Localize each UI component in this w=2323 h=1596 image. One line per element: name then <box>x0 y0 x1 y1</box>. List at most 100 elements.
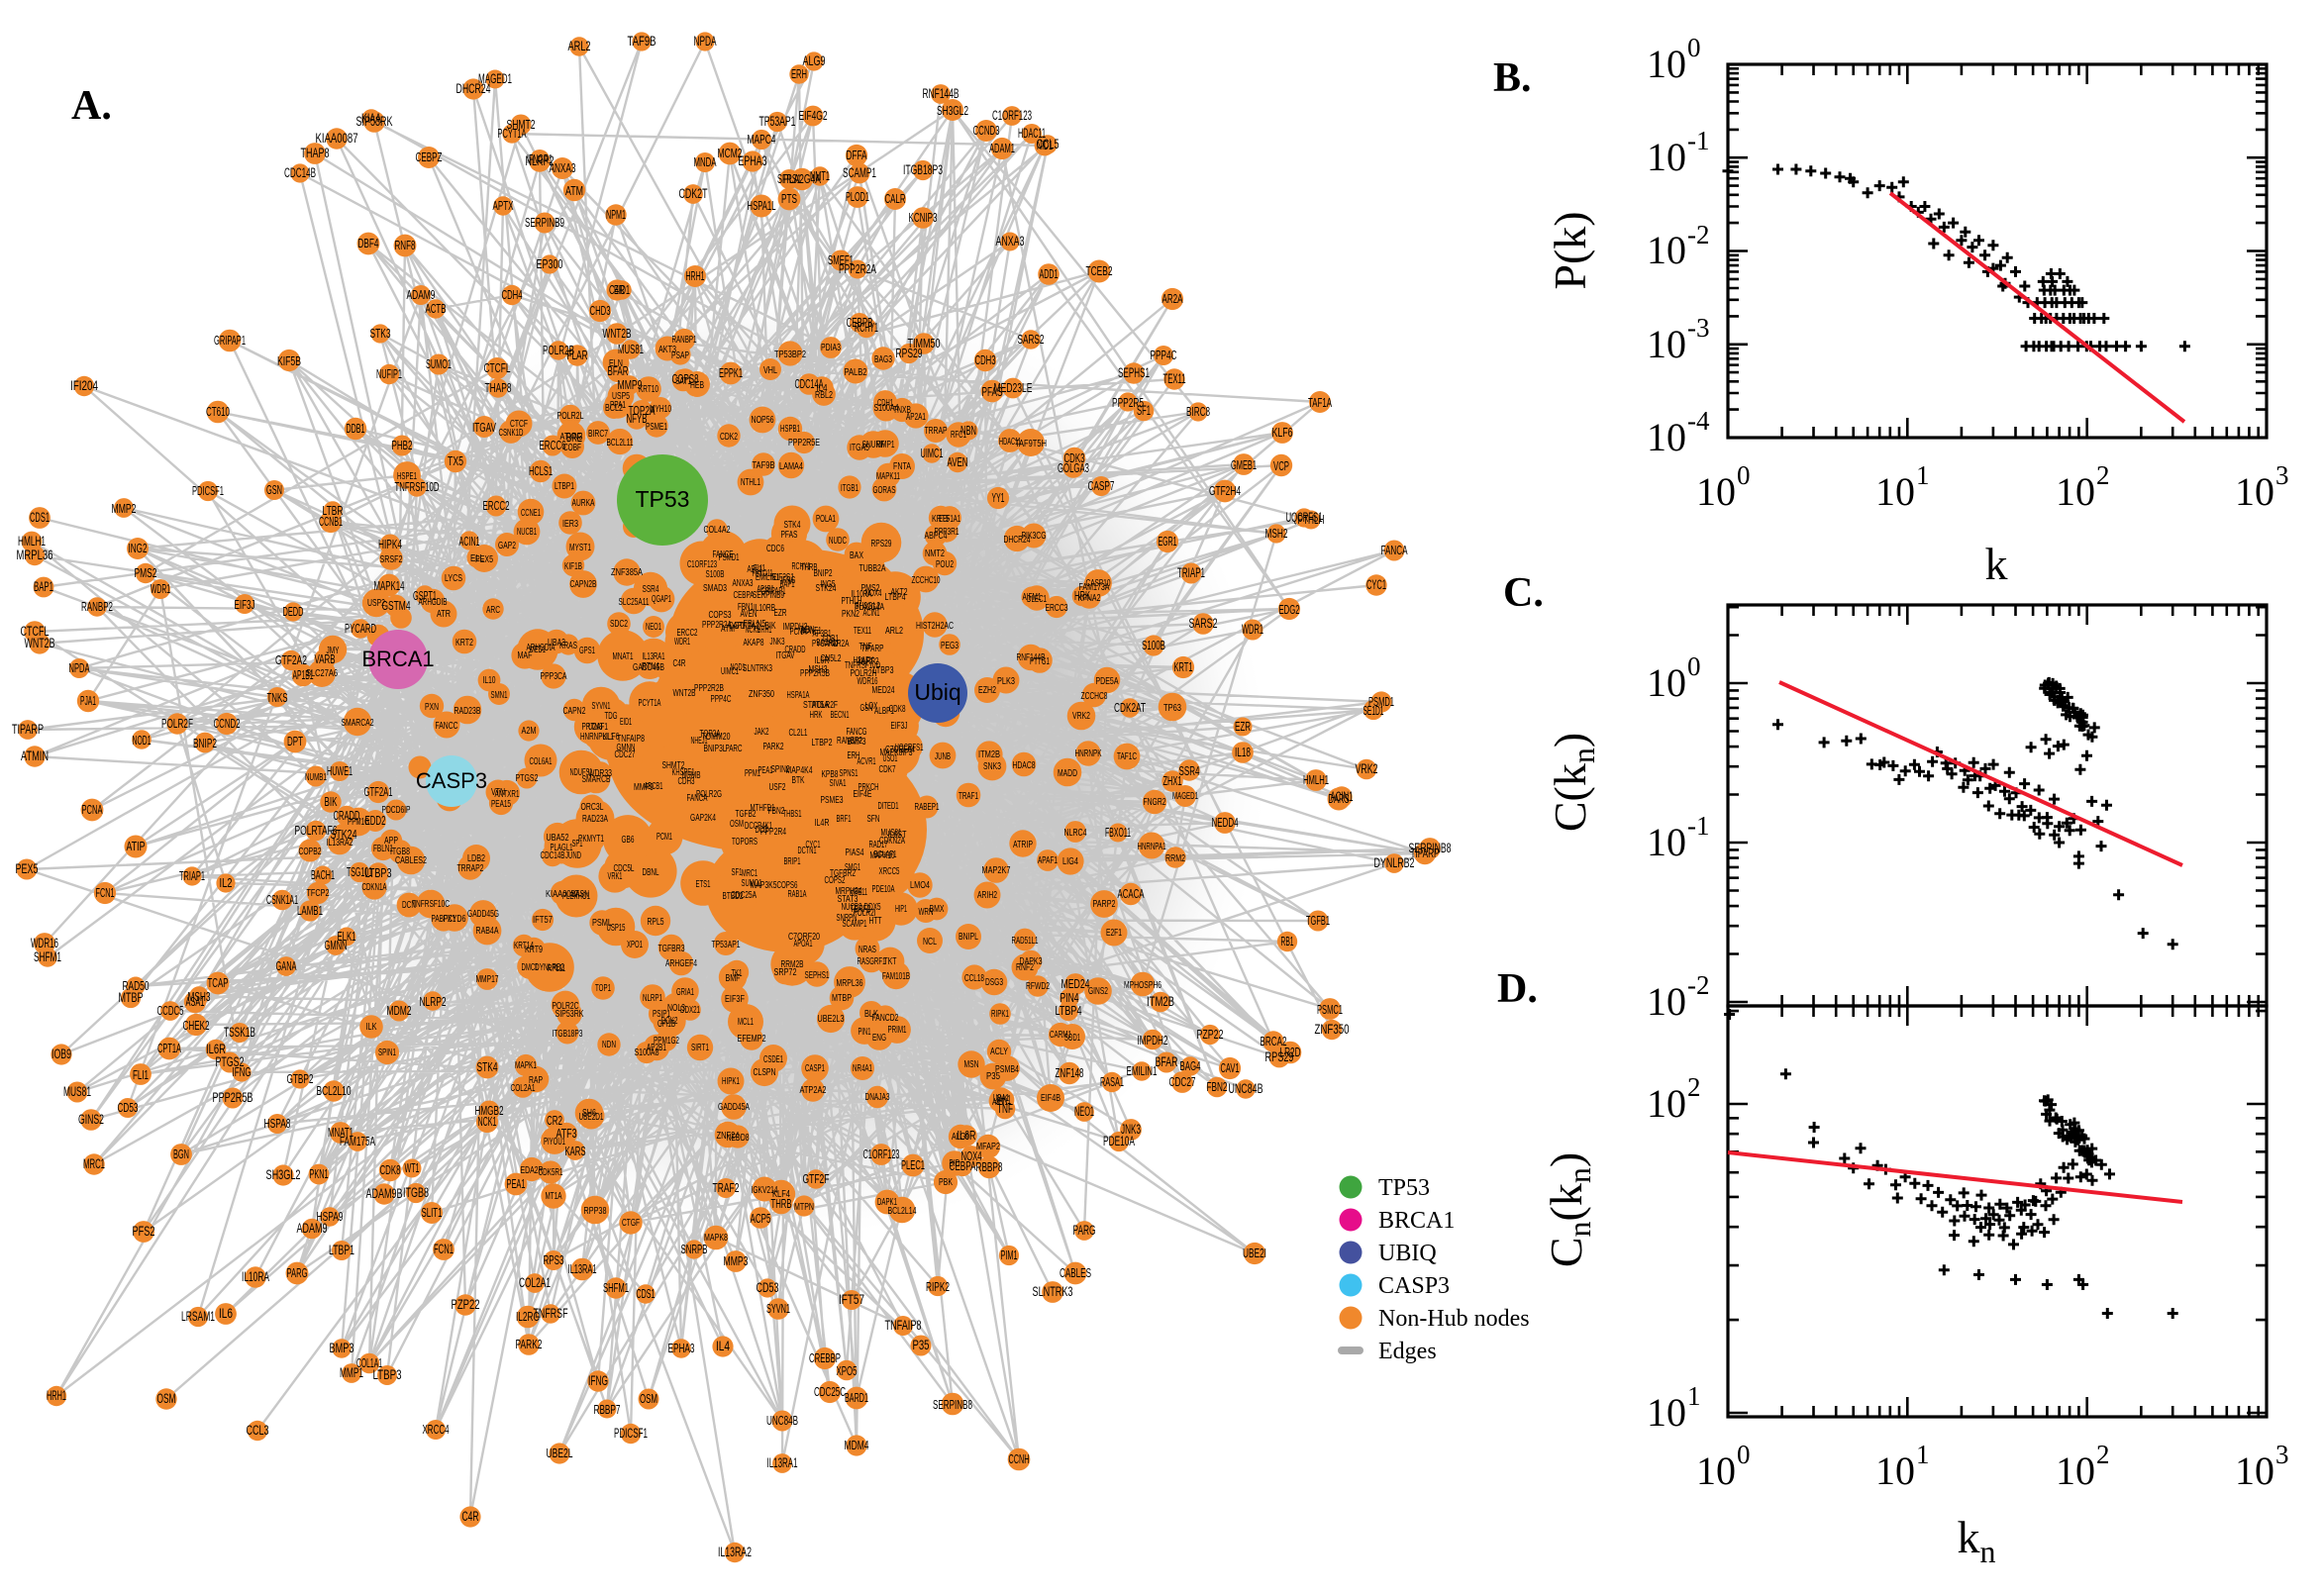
svg-text:10: 10 <box>1875 1448 1915 1493</box>
svg-text:EPHA3: EPHA3 <box>668 1342 695 1355</box>
svg-text:CDC14B: CDC14B <box>284 165 316 180</box>
svg-text:LAMA4: LAMA4 <box>779 460 803 472</box>
svg-text:FBLN5: FBLN5 <box>744 618 766 630</box>
svg-text:TP63: TP63 <box>1163 702 1181 714</box>
svg-text:PDE10A: PDE10A <box>872 884 895 895</box>
svg-text:TOPORS: TOPORS <box>732 837 758 848</box>
svg-text:GRIPAP1: GRIPAP1 <box>214 334 246 348</box>
svg-text:10: 10 <box>2235 1448 2274 1493</box>
svg-text:HSPB1: HSPB1 <box>780 423 800 435</box>
svg-text:DFFA: DFFA <box>847 149 867 162</box>
svg-text:VCP: VCP <box>1273 459 1289 473</box>
svg-text:APTX: APTX <box>493 199 514 213</box>
svg-text:RAB1A: RAB1A <box>788 889 807 900</box>
svg-text:ADAM9B: ADAM9B <box>366 1186 403 1201</box>
svg-text:NEO1: NEO1 <box>1074 1104 1094 1119</box>
svg-text:BRF1: BRF1 <box>837 814 852 825</box>
svg-text:NBN: NBN <box>960 424 976 438</box>
svg-text:DNAJA3: DNAJA3 <box>865 1091 890 1103</box>
svg-text:EDD2: EDD2 <box>365 814 386 828</box>
svg-text:EP300: EP300 <box>537 257 563 271</box>
svg-text:RABEP1: RABEP1 <box>915 801 940 813</box>
svg-text:MRC1: MRC1 <box>83 1156 105 1171</box>
svg-text:COL2A1: COL2A1 <box>519 1275 551 1290</box>
svg-text:ERCC6: ERCC6 <box>540 439 566 452</box>
svg-text:CCL3: CCL3 <box>247 1423 269 1438</box>
svg-text:WDR16: WDR16 <box>31 936 58 950</box>
svg-text:CDH4: CDH4 <box>502 288 523 302</box>
svg-text:PKN2: PKN2 <box>842 608 859 620</box>
svg-text:TNFAIP8: TNFAIP8 <box>885 1318 922 1333</box>
svg-text:PSAP: PSAP <box>671 349 689 361</box>
svg-text:ITGAV: ITGAV <box>776 650 795 661</box>
svg-text:IL10: IL10 <box>483 674 496 686</box>
svg-text:ADAM1: ADAM1 <box>989 142 1015 155</box>
svg-text:CASP7: CASP7 <box>1088 479 1115 493</box>
svg-text:H2AFY: H2AFY <box>854 655 874 666</box>
svg-text:CCL18: CCL18 <box>964 972 984 984</box>
svg-text:PPM1G2: PPM1G2 <box>654 1035 679 1047</box>
svg-text:PSML: PSML <box>592 917 612 929</box>
svg-text:PARC: PARC <box>726 744 743 754</box>
svg-text:1: 1 <box>1687 1381 1701 1411</box>
svg-text:LYCS: LYCS <box>445 572 462 584</box>
svg-text:PTTG1: PTTG1 <box>1030 655 1050 667</box>
svg-text:CLSPN: CLSPN <box>754 1066 776 1078</box>
svg-text:FBN1: FBN1 <box>738 601 754 613</box>
svg-text:NLRP2: NLRP2 <box>420 995 447 1009</box>
svg-text:HNRNPA1: HNRNPA1 <box>1138 841 1166 852</box>
svg-text:EIF3F: EIF3F <box>725 993 745 1005</box>
svg-text:WDR1: WDR1 <box>1242 622 1263 637</box>
svg-text:FNTA: FNTA <box>893 460 911 472</box>
svg-text:NOD1: NOD1 <box>133 734 152 748</box>
svg-text:CREBBP: CREBBP <box>809 1351 841 1365</box>
svg-text:VRK2: VRK2 <box>1356 761 1378 776</box>
svg-text:PDICSF1: PDICSF1 <box>192 484 224 498</box>
svg-text:SHFM1: SHFM1 <box>603 1281 629 1295</box>
svg-text:PLEC1: PLEC1 <box>901 1158 925 1172</box>
svg-text:PPP2R5E: PPP2R5E <box>788 437 820 449</box>
svg-text:SF1: SF1 <box>1137 403 1151 418</box>
svg-text:THAP8: THAP8 <box>301 146 330 160</box>
svg-text:NHEJ1: NHEJ1 <box>691 736 708 747</box>
svg-text:MMP17: MMP17 <box>476 973 499 985</box>
svg-text:MMP1: MMP1 <box>340 1365 363 1380</box>
svg-text:ZCCHC10: ZCCHC10 <box>912 574 941 586</box>
svg-text:BRIP1: BRIP1 <box>784 856 801 867</box>
svg-text:ATMIN: ATMIN <box>21 748 49 763</box>
svg-text:PZP22: PZP22 <box>1197 1028 1224 1042</box>
svg-text:-3: -3 <box>1687 313 1710 343</box>
svg-text:CD53: CD53 <box>118 1101 139 1115</box>
svg-text:FAM101B: FAM101B <box>882 970 910 982</box>
svg-text:MRPL36: MRPL36 <box>17 548 53 562</box>
svg-text:TP53: TP53 <box>636 486 690 512</box>
svg-text:NUFIP1: NUFIP1 <box>376 367 402 381</box>
svg-text:OSM: OSM <box>730 819 744 830</box>
svg-text:MAPK1: MAPK1 <box>515 1059 537 1071</box>
svg-text:BMP3: BMP3 <box>848 737 866 748</box>
svg-text:TFCP2: TFCP2 <box>307 887 330 899</box>
svg-text:3: 3 <box>2275 1440 2289 1469</box>
svg-text:IFT57: IFT57 <box>533 914 553 926</box>
svg-text:PDE5A: PDE5A <box>1096 675 1119 687</box>
svg-text:10: 10 <box>1647 42 1686 86</box>
svg-text:KIAA: KIAA <box>361 111 381 126</box>
svg-text:HSPA8: HSPA8 <box>264 1117 291 1131</box>
svg-text:MNAT1: MNAT1 <box>328 1126 354 1140</box>
svg-text:ALG9: ALG9 <box>803 53 826 68</box>
svg-text:POU2: POU2 <box>936 558 954 570</box>
svg-text:HIPK1: HIPK1 <box>722 1075 740 1087</box>
svg-text:10: 10 <box>1647 415 1686 459</box>
svg-text:HDAC8: HDAC8 <box>1013 759 1036 771</box>
svg-text:EPPK1: EPPK1 <box>719 366 743 380</box>
svg-text:CDH3: CDH3 <box>975 353 996 367</box>
svg-text:CCNB1: CCNB1 <box>319 515 343 529</box>
svg-text:CABLES: CABLES <box>1060 1266 1091 1280</box>
svg-text:IOB9: IOB9 <box>51 1047 71 1061</box>
svg-text:DAPK3: DAPK3 <box>1020 955 1043 967</box>
svg-text:ERCC2: ERCC2 <box>483 499 510 513</box>
svg-text:VTN: VTN <box>491 786 505 798</box>
svg-text:XPO1: XPO1 <box>627 939 643 950</box>
svg-text:IER3: IER3 <box>562 518 578 530</box>
svg-text:ILK: ILK <box>366 1021 377 1033</box>
